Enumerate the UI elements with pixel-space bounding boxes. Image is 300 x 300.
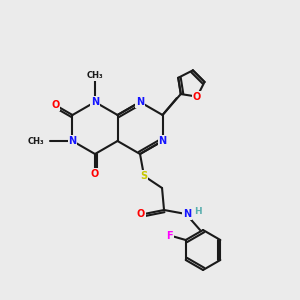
Text: CH₃: CH₃: [87, 71, 103, 80]
Text: O: O: [193, 92, 201, 102]
Text: S: S: [140, 171, 148, 181]
Text: H: H: [194, 208, 202, 217]
Text: N: N: [158, 136, 166, 146]
Text: N: N: [91, 97, 99, 107]
Text: CH₃: CH₃: [28, 136, 44, 146]
Text: O: O: [51, 100, 59, 110]
Text: F: F: [167, 231, 173, 241]
Text: N: N: [68, 136, 76, 146]
Text: N: N: [136, 97, 144, 107]
Text: N: N: [183, 209, 191, 219]
Text: O: O: [91, 169, 99, 179]
Text: O: O: [137, 209, 145, 219]
